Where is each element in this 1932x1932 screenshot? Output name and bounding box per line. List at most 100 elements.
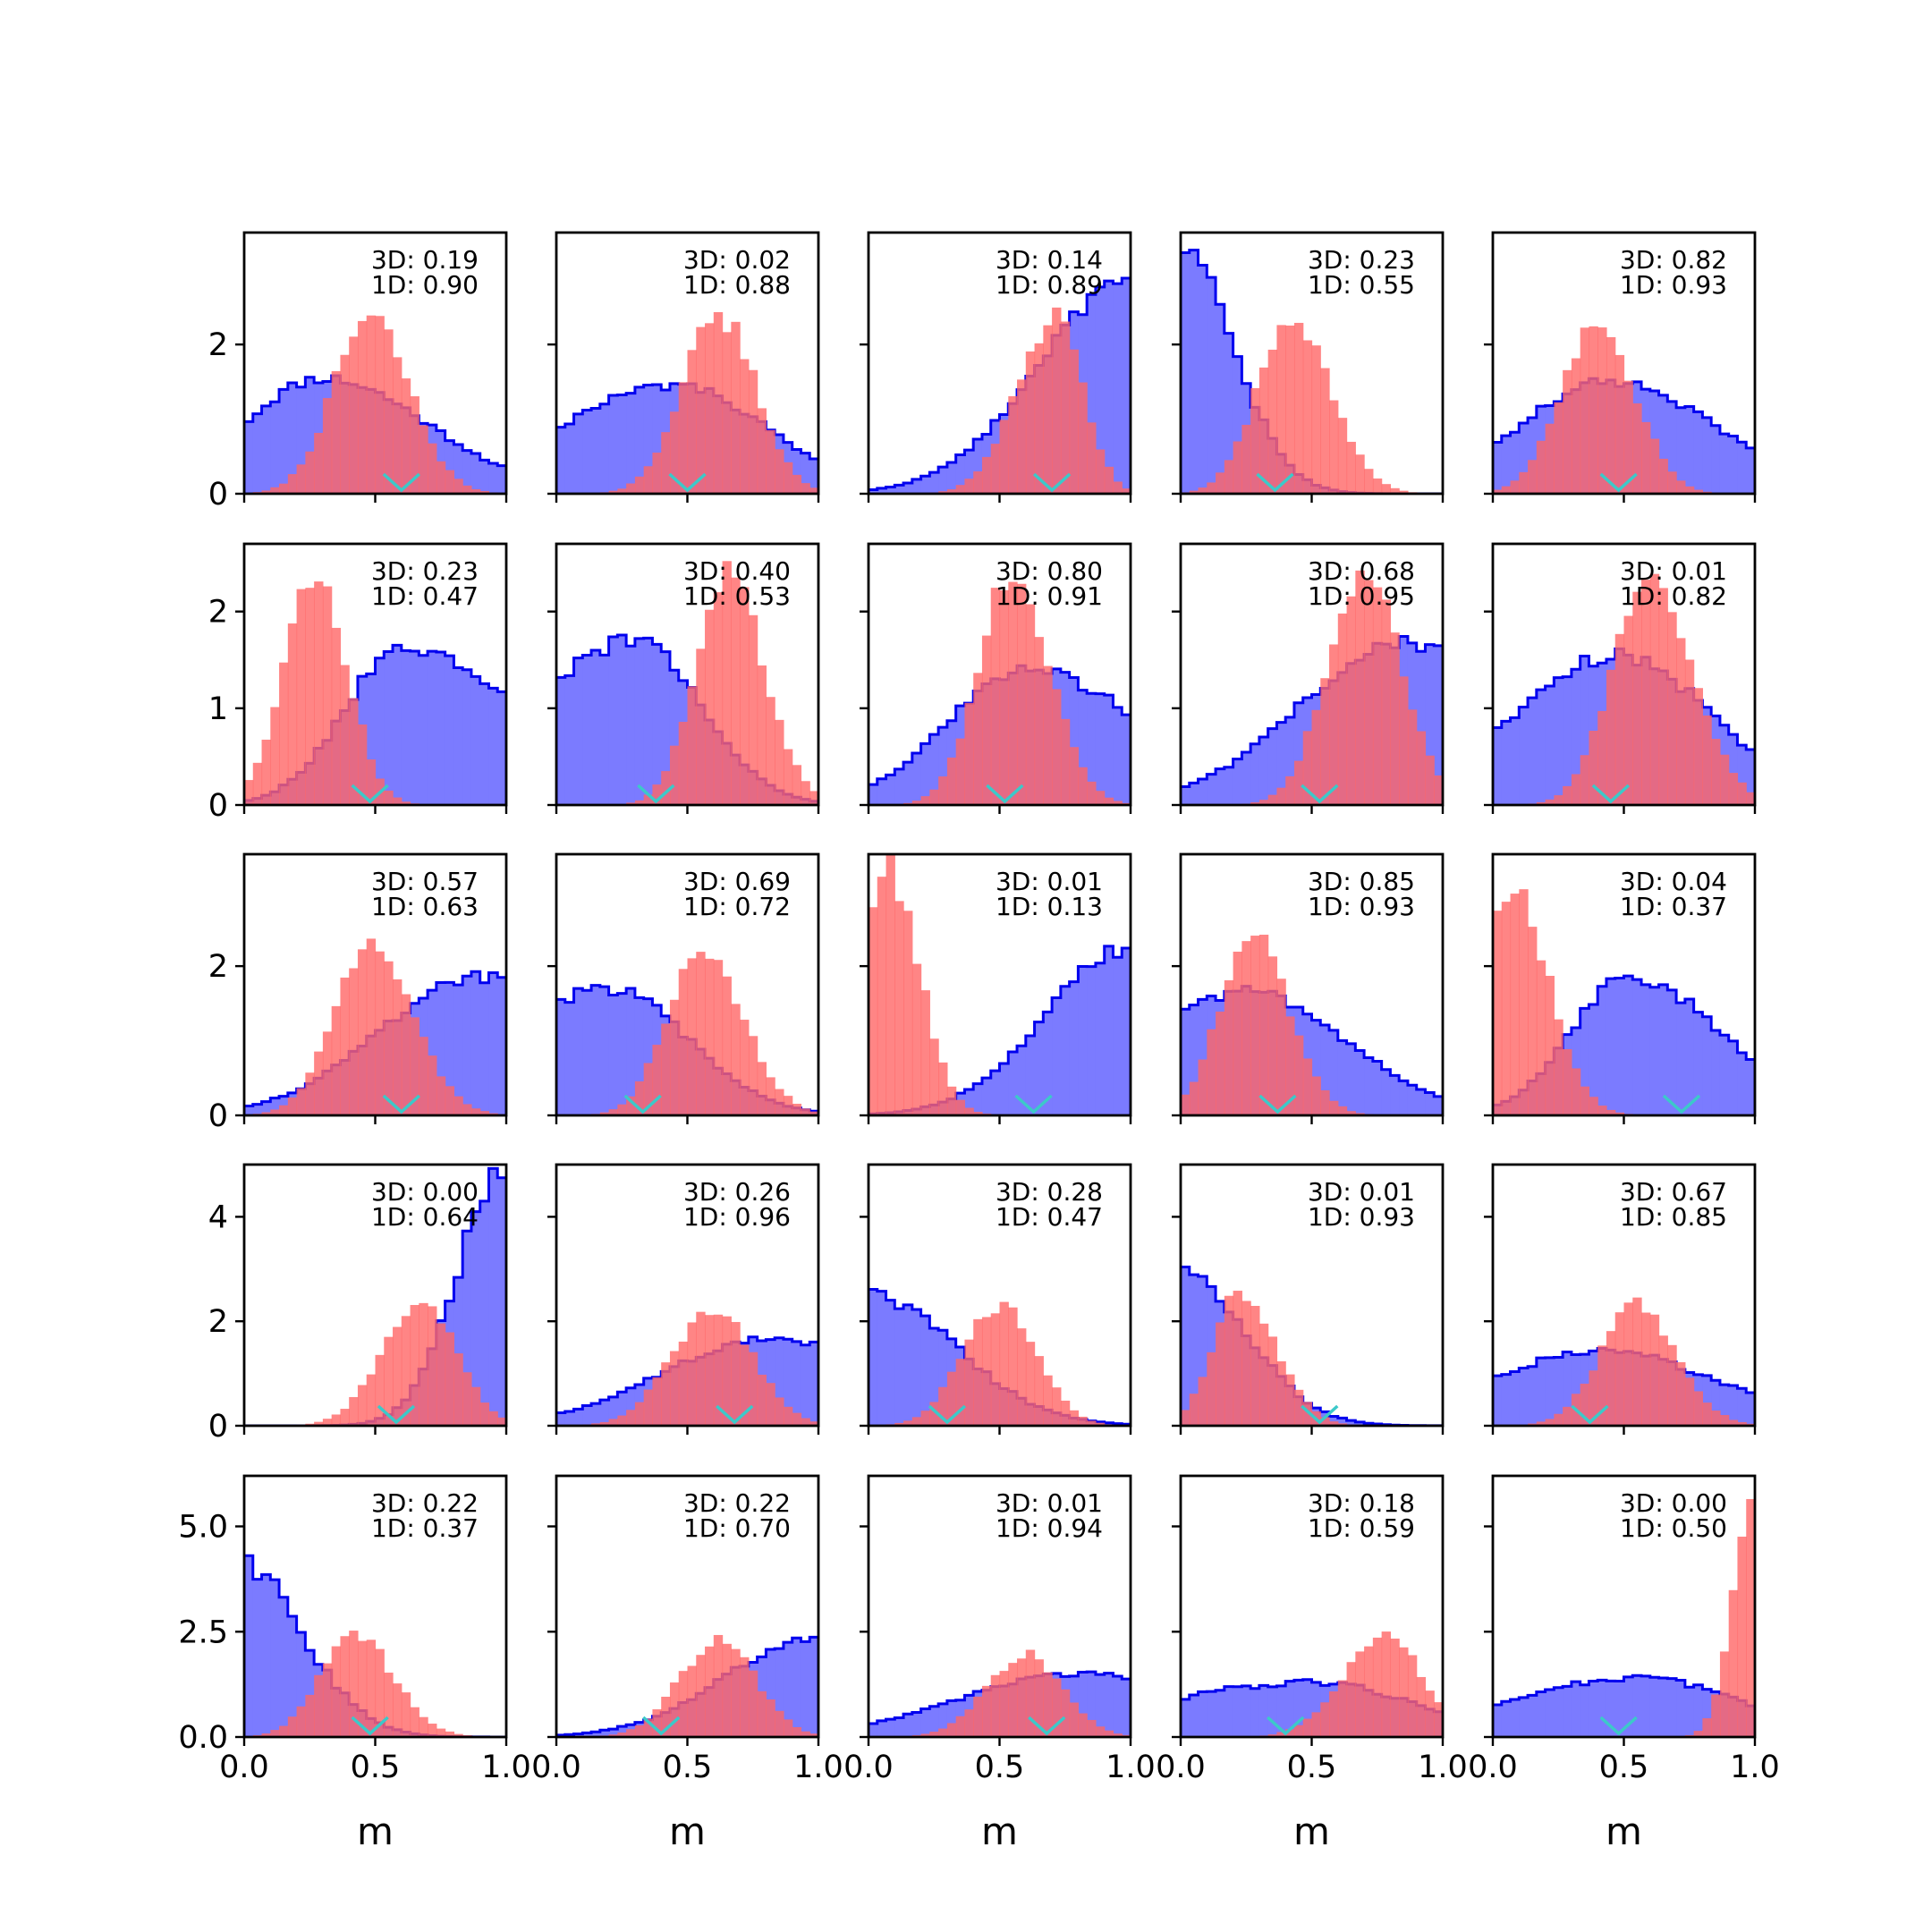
label-3d: 3D: 0.14	[996, 245, 1103, 275]
blue-bar	[1623, 1676, 1633, 1737]
blue-bar	[1189, 783, 1199, 805]
red-bar	[340, 1409, 350, 1426]
blue-bar	[556, 1412, 566, 1426]
blue-bar	[1614, 1681, 1625, 1737]
blue-bar	[783, 1642, 793, 1737]
red-bar	[955, 1359, 966, 1426]
red-bar	[1008, 1663, 1018, 1737]
red-bar	[393, 357, 402, 494]
red-bar	[1580, 755, 1590, 805]
blue-bar	[1589, 1004, 1598, 1115]
blue-bar	[1554, 677, 1563, 805]
red-bar	[1554, 795, 1563, 805]
blue-bar	[903, 1714, 913, 1737]
red-bar	[1372, 587, 1383, 805]
red-bar	[1597, 710, 1607, 805]
red-bar	[1425, 1690, 1435, 1737]
red-bar	[287, 1716, 298, 1737]
red-bar	[1536, 440, 1546, 494]
red-bar	[1501, 486, 1512, 494]
blue-bar	[1528, 1366, 1538, 1426]
label-1d: 1D: 0.47	[996, 1202, 1103, 1232]
y-tick-label: 2	[208, 327, 228, 363]
red-bar	[287, 474, 298, 494]
blue-bar	[1493, 1705, 1503, 1737]
red-bar	[1198, 487, 1208, 494]
red-bar	[973, 471, 983, 494]
red-bar	[722, 1643, 732, 1737]
red-bar	[1337, 613, 1348, 805]
red-bar	[1267, 956, 1278, 1115]
blue-bar	[929, 1706, 939, 1737]
blue-bar	[1233, 1686, 1242, 1737]
red-bar	[652, 1045, 662, 1115]
blue-bar	[599, 1730, 610, 1737]
blue-bar	[1337, 1418, 1348, 1426]
plot-area	[869, 854, 1131, 1115]
blue-bar	[1676, 1680, 1686, 1737]
red-bar	[305, 1694, 315, 1737]
red-bar	[1606, 337, 1616, 494]
red-bar	[1372, 478, 1383, 494]
blue-bar	[1702, 1375, 1712, 1426]
label-1d: 1D: 0.89	[996, 270, 1103, 300]
red-bar	[973, 1112, 983, 1115]
red-bar	[1285, 1729, 1295, 1737]
red-bar	[1043, 325, 1053, 494]
blue-bar	[1641, 1675, 1651, 1737]
red-bar	[1545, 799, 1555, 805]
red-bar	[920, 990, 930, 1115]
red-bar	[783, 1406, 793, 1426]
marker-icon	[642, 1716, 681, 1736]
red-bar	[1276, 787, 1286, 805]
blue-bar	[1198, 1691, 1208, 1737]
plot-area	[556, 952, 818, 1115]
blue-bar	[929, 1328, 939, 1426]
red-bar	[687, 686, 697, 805]
red-bar	[1545, 976, 1555, 1115]
red-bar	[696, 1311, 706, 1426]
red-bar	[946, 757, 957, 805]
red-bar	[1025, 1649, 1036, 1737]
red-bar	[470, 488, 481, 494]
plot-area	[869, 1288, 1131, 1426]
red-bar	[1078, 1713, 1088, 1737]
blue-bar	[920, 743, 930, 805]
red-bar	[366, 759, 377, 805]
red-bar	[375, 316, 385, 494]
red-bar	[696, 1655, 706, 1737]
blue-bar	[920, 1708, 930, 1737]
red-bar	[366, 315, 377, 494]
blue-bar	[1104, 945, 1114, 1115]
red-bar	[384, 1336, 394, 1426]
blue-bar	[652, 384, 662, 494]
red-bar	[809, 791, 818, 805]
blue-bar	[1113, 284, 1123, 494]
marker-icon	[1014, 1094, 1053, 1114]
red-bar	[1632, 1297, 1642, 1426]
blue-bar	[1198, 778, 1208, 805]
red-bar	[410, 396, 419, 494]
red-bar	[652, 453, 662, 494]
blue-bar	[617, 993, 627, 1115]
red-bar	[608, 1419, 618, 1426]
blue-bar	[1510, 1371, 1520, 1426]
x-tick-label: 0.5	[351, 1750, 401, 1785]
blue-bar	[1554, 1357, 1563, 1426]
blue-bar	[626, 1387, 636, 1426]
blue-bar	[436, 652, 446, 805]
red-bar	[783, 1096, 793, 1115]
blue-bar	[462, 976, 472, 1115]
blue-bar	[1017, 1046, 1027, 1115]
blue-bar	[1276, 1685, 1286, 1737]
red-bar	[617, 1415, 627, 1426]
red-bar	[990, 1674, 1001, 1737]
red-bar	[453, 1733, 463, 1737]
blue-bar	[305, 377, 315, 494]
blue-bar	[869, 489, 878, 494]
red-bar	[1416, 731, 1427, 805]
blue-bar	[911, 479, 922, 494]
red-bar	[1337, 418, 1348, 494]
